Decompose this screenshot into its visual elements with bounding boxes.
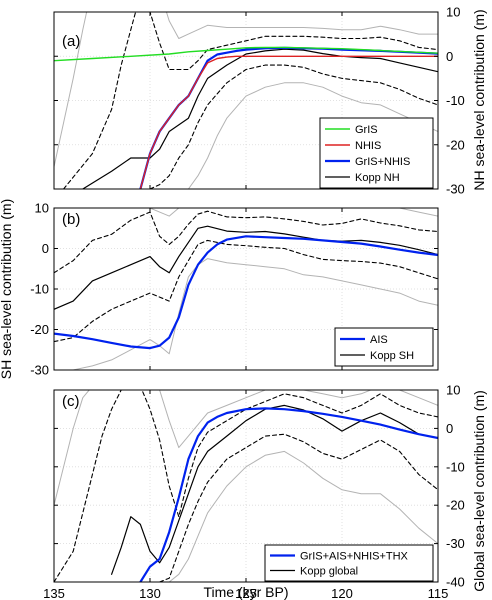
series-line-gris	[54, 46, 438, 62]
panel-c-ylabel: Global sea-level contribution (m)	[471, 390, 487, 592]
panel-a: 10 0 -10 -20 -30 (a) GrIS NHIS GrIS+NHIS Kopp N…	[53, 5, 487, 197]
x-tick-label: 135	[43, 586, 65, 600]
y-tick-label: -20	[30, 322, 49, 337]
y-tick-label: -10	[446, 459, 465, 474]
panel-c-series	[54, 390, 438, 582]
series-line-envelope-3	[54, 239, 438, 343]
series-line-envelope-2	[54, 390, 438, 582]
legend-label: Kopp NH	[355, 172, 400, 184]
y-tick-label: 10	[446, 383, 460, 398]
x-tick-label: 125	[235, 586, 257, 600]
series-line-envelope-7	[168, 82, 438, 189]
y-tick-label: -30	[446, 182, 465, 197]
series-line-kopp-global	[110, 404, 438, 575]
y-tick-label: 0	[446, 49, 453, 64]
series-line-envelope-4	[63, 12, 438, 189]
panel-a-tag: (a)	[62, 33, 80, 50]
series-line-envelope-2	[54, 210, 438, 274]
panel-a-ylabel: NH sea-level contribution (m)	[471, 9, 487, 190]
x-tick-label: 115	[428, 586, 449, 600]
panel-b-legend: AIS Kopp SH	[334, 327, 434, 367]
panel-b-ticks: 10 0 -10 -20 -30	[30, 201, 439, 378]
y-tick-label: 0	[446, 421, 453, 436]
legend-label: GrIS+AIS+NHIS+THX	[300, 551, 409, 563]
y-tick-label: 0	[42, 241, 49, 256]
legend-label: NHIS	[355, 140, 381, 152]
series-line-envelope-5	[149, 64, 438, 189]
legend-label: AIS	[370, 334, 388, 346]
y-tick-label: -10	[446, 93, 465, 108]
y-tick-label: -30	[446, 536, 465, 551]
y-tick-label: 10	[35, 201, 49, 216]
panel-b-series	[54, 208, 438, 370]
legend-box	[264, 544, 434, 582]
legend-label: GrIS+NHIS	[355, 156, 410, 168]
panel-b: 10 0 -10 -20 -30 (b) AIS Kopp SH SH sea-level…	[0, 199, 439, 380]
panel-c-legend: GrIS+AIS+NHIS+THX Kopp global	[264, 544, 434, 582]
panel-a-legend: GrIS NHIS GrIS+NHIS Kopp NH	[319, 117, 434, 189]
y-tick-label: 10	[446, 5, 460, 20]
y-tick-label: -30	[30, 363, 49, 378]
y-tick-label: -20	[446, 137, 465, 152]
series-line-kopp-sh	[54, 225, 438, 310]
panel-c-tag: (c)	[62, 393, 80, 410]
x-axis-label: Time (kyr BP)	[203, 584, 288, 600]
panel-c-ticks: 10 0 -10 -20 -30 -40 135 130 125 120 115	[43, 383, 465, 600]
y-tick-label: -10	[30, 282, 49, 297]
panel-b-ylabel: SH sea-level contribution (m)	[0, 199, 14, 380]
panel-b-tag: (b)	[62, 211, 80, 228]
legend-label: GrIS	[355, 124, 378, 136]
y-tick-label: -40	[446, 575, 465, 590]
series-line-envelope-5	[54, 258, 438, 370]
series-line-kopp-nh	[82, 48, 438, 189]
panel-a-series	[54, 12, 438, 189]
series-line-envelope-3	[159, 433, 438, 582]
series-line-nhis	[139, 55, 438, 189]
series-line-gris-ais-nhis-thx	[139, 407, 438, 582]
y-tick-label: -20	[446, 498, 465, 513]
legend-box	[334, 327, 434, 367]
panel-a-ticks: 10 0 -10 -20 -30	[53, 5, 465, 197]
panel-c: 10 0 -10 -20 -30 -40 135 130 125 120 115 (c) GrIS+…	[43, 383, 487, 600]
series-line-envelope-5	[168, 450, 438, 582]
x-tick-label: 120	[331, 586, 353, 600]
legend-label: Kopp global	[300, 566, 358, 578]
series-line-ais	[54, 235, 438, 350]
series-line-envelope-6	[54, 12, 438, 168]
x-tick-label: 130	[139, 586, 161, 600]
legend-label: Kopp SH	[370, 350, 414, 362]
series-line-envelope-4	[54, 390, 438, 506]
